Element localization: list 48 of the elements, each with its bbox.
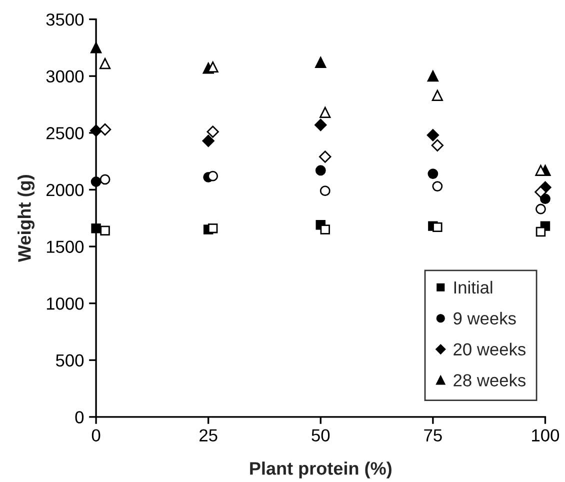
point bbox=[90, 42, 102, 54]
x-tick-label: 100 bbox=[532, 429, 560, 442]
point bbox=[432, 222, 442, 232]
legend-label: 28 weeks bbox=[454, 374, 526, 386]
point bbox=[202, 134, 214, 147]
point bbox=[99, 58, 111, 70]
point bbox=[315, 165, 326, 176]
point bbox=[320, 186, 330, 196]
point bbox=[100, 226, 110, 236]
y-tick-label: 0 bbox=[75, 411, 84, 424]
legend-label: Initial bbox=[454, 280, 492, 294]
point bbox=[315, 56, 326, 68]
legend-label: 20 weeks bbox=[454, 342, 526, 356]
x-axis-title: Plant protein (%) bbox=[250, 462, 392, 478]
y-tick-label: 1000 bbox=[46, 297, 84, 310]
point bbox=[426, 129, 440, 142]
legend-label: 9 weeks bbox=[454, 312, 516, 325]
point bbox=[320, 106, 331, 118]
y-tick-label: 500 bbox=[56, 354, 84, 367]
x-tick-label: 75 bbox=[424, 429, 442, 442]
point bbox=[536, 204, 546, 214]
point bbox=[431, 139, 444, 152]
x-tick-label: 25 bbox=[200, 429, 218, 442]
point bbox=[208, 223, 218, 234]
point bbox=[314, 118, 327, 132]
x-tick-label: 50 bbox=[312, 429, 330, 442]
point bbox=[428, 168, 438, 180]
point bbox=[208, 170, 218, 182]
point bbox=[320, 224, 330, 234]
y-tick-label: 2500 bbox=[46, 127, 84, 140]
y-tick-label: 3500 bbox=[46, 13, 84, 26]
y-tick-label: 2000 bbox=[46, 184, 84, 196]
y-tick-label: 3000 bbox=[46, 70, 84, 83]
point bbox=[536, 226, 546, 237]
point bbox=[206, 126, 219, 138]
point bbox=[90, 124, 102, 137]
point bbox=[432, 181, 443, 192]
point bbox=[98, 123, 112, 136]
point bbox=[91, 223, 101, 234]
x-tick-label: 0 bbox=[92, 429, 100, 442]
point bbox=[319, 150, 332, 163]
point bbox=[90, 176, 102, 187]
point bbox=[432, 90, 443, 101]
point bbox=[100, 174, 110, 185]
point bbox=[534, 186, 547, 198]
y-tick-label: 1500 bbox=[46, 240, 84, 253]
point bbox=[427, 70, 438, 82]
y-axis-title: Weight (g) bbox=[18, 175, 35, 262]
